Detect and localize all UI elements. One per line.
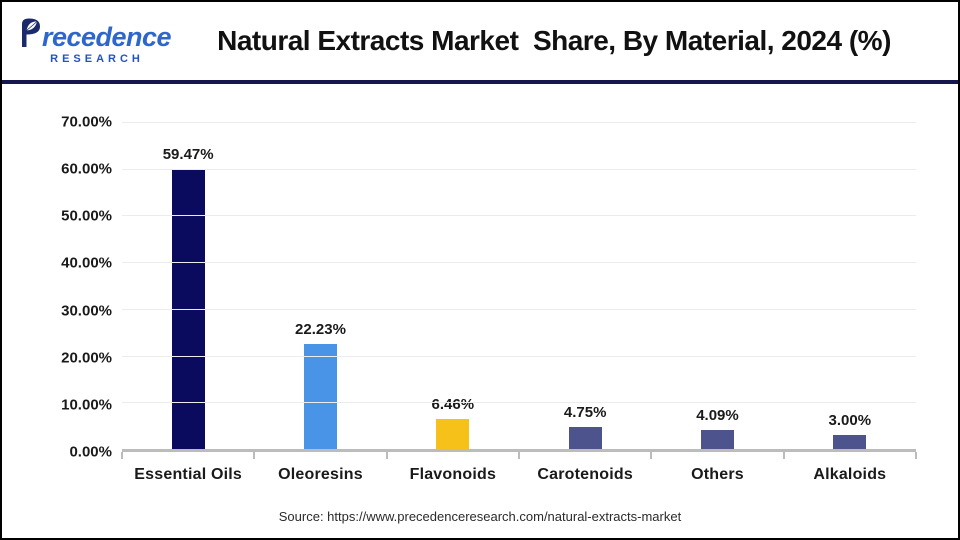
x-axis-tick	[253, 452, 256, 459]
gridline	[122, 215, 916, 217]
bar-value-label: 3.00%	[828, 411, 872, 429]
bar-value-label: 22.23%	[295, 321, 346, 339]
logo-wordmark: recedence	[19, 17, 172, 52]
y-tick-label: 20.00%	[61, 349, 112, 367]
bar-column: 3.00%	[784, 122, 916, 449]
gridline	[122, 122, 916, 123]
bar-others	[700, 429, 734, 449]
bar-value-label: 4.75%	[563, 403, 607, 421]
bar-alkaloids	[833, 434, 867, 449]
x-axis-tick	[650, 452, 653, 459]
gridline	[122, 262, 916, 264]
gridline	[122, 355, 916, 357]
chart-title: Natural Extracts Market Share, By Materi…	[217, 25, 891, 56]
logo-leaf-p-icon	[19, 17, 41, 51]
bar-column: 4.09%	[651, 122, 783, 449]
bars-row: 59.47% 22.23% 6.46% 4.75% 4.09% 3.00%	[122, 122, 916, 449]
logo-subtitle: RESEARCH	[50, 53, 144, 65]
x-category-label: Carotenoids	[537, 466, 633, 483]
bar-essential-oils	[171, 168, 205, 449]
bar-flavonoids	[436, 418, 470, 449]
logo-brand-text: recedence	[41, 22, 172, 52]
bar-column: 4.75%	[519, 122, 651, 449]
bar-oleoresins	[303, 344, 337, 449]
x-axis-labels: Essential Oils Oleoresins Flavonoids Carote…	[122, 452, 916, 484]
bar-carotenoids	[568, 426, 602, 449]
bar-value-label: 6.46%	[431, 395, 475, 413]
x-axis-tick	[385, 452, 388, 459]
header: recedence RESEARCH Natural Extracts Mark…	[2, 2, 958, 80]
precedence-research-logo: recedence RESEARCH	[19, 17, 172, 65]
chart-region: 70.00% 60.00% 50.00% 40.00% 30.00% 20.00% 10.0…	[2, 84, 958, 495]
bar-value-label: 4.09%	[696, 406, 739, 424]
x-category-label: Oleoresins	[278, 466, 363, 483]
x-category-label: Alkaloids	[813, 466, 887, 483]
y-tick-label: 60.00%	[61, 160, 112, 178]
y-axis: 70.00% 60.00% 50.00% 40.00% 30.00% 20.00% 10.0…	[18, 114, 112, 461]
y-tick-label: 40.00%	[61, 254, 112, 272]
x-category-label: Flavonoids	[409, 466, 497, 483]
x-category-label: Essential Oils	[134, 466, 243, 483]
x-axis-tick	[915, 452, 917, 459]
y-tick-label: 10.00%	[61, 396, 112, 414]
x-axis-tick	[782, 452, 785, 459]
y-tick-label: 50.00%	[61, 207, 112, 225]
gridline	[122, 308, 916, 310]
bar-column: 6.46%	[387, 122, 519, 449]
source-text: Source: https://www.precedenceresearch.c…	[278, 509, 682, 524]
x-category-label: Others	[691, 466, 744, 483]
bar-column: 59.47%	[122, 122, 254, 449]
y-tick-label: 0.00%	[69, 443, 112, 461]
chart-body: 70.00% 60.00% 50.00% 40.00% 30.00% 20.00% 10.0…	[18, 114, 917, 461]
gridline	[122, 168, 916, 170]
y-tick-label: 30.00%	[61, 302, 112, 320]
header-divider	[2, 80, 958, 84]
x-axis-tick	[518, 452, 520, 459]
y-tick-label: 70.00%	[61, 113, 112, 131]
bar-column: 22.23%	[254, 122, 386, 449]
bar-value-label: 59.47%	[162, 145, 214, 163]
plot-area: 59.47% 22.23% 6.46% 4.75% 4.09% 3.00%	[121, 122, 917, 459]
x-axis-tick	[121, 452, 123, 459]
gridline	[122, 402, 916, 404]
footer: Source: https://www.precedenceresearch.c…	[2, 495, 958, 538]
